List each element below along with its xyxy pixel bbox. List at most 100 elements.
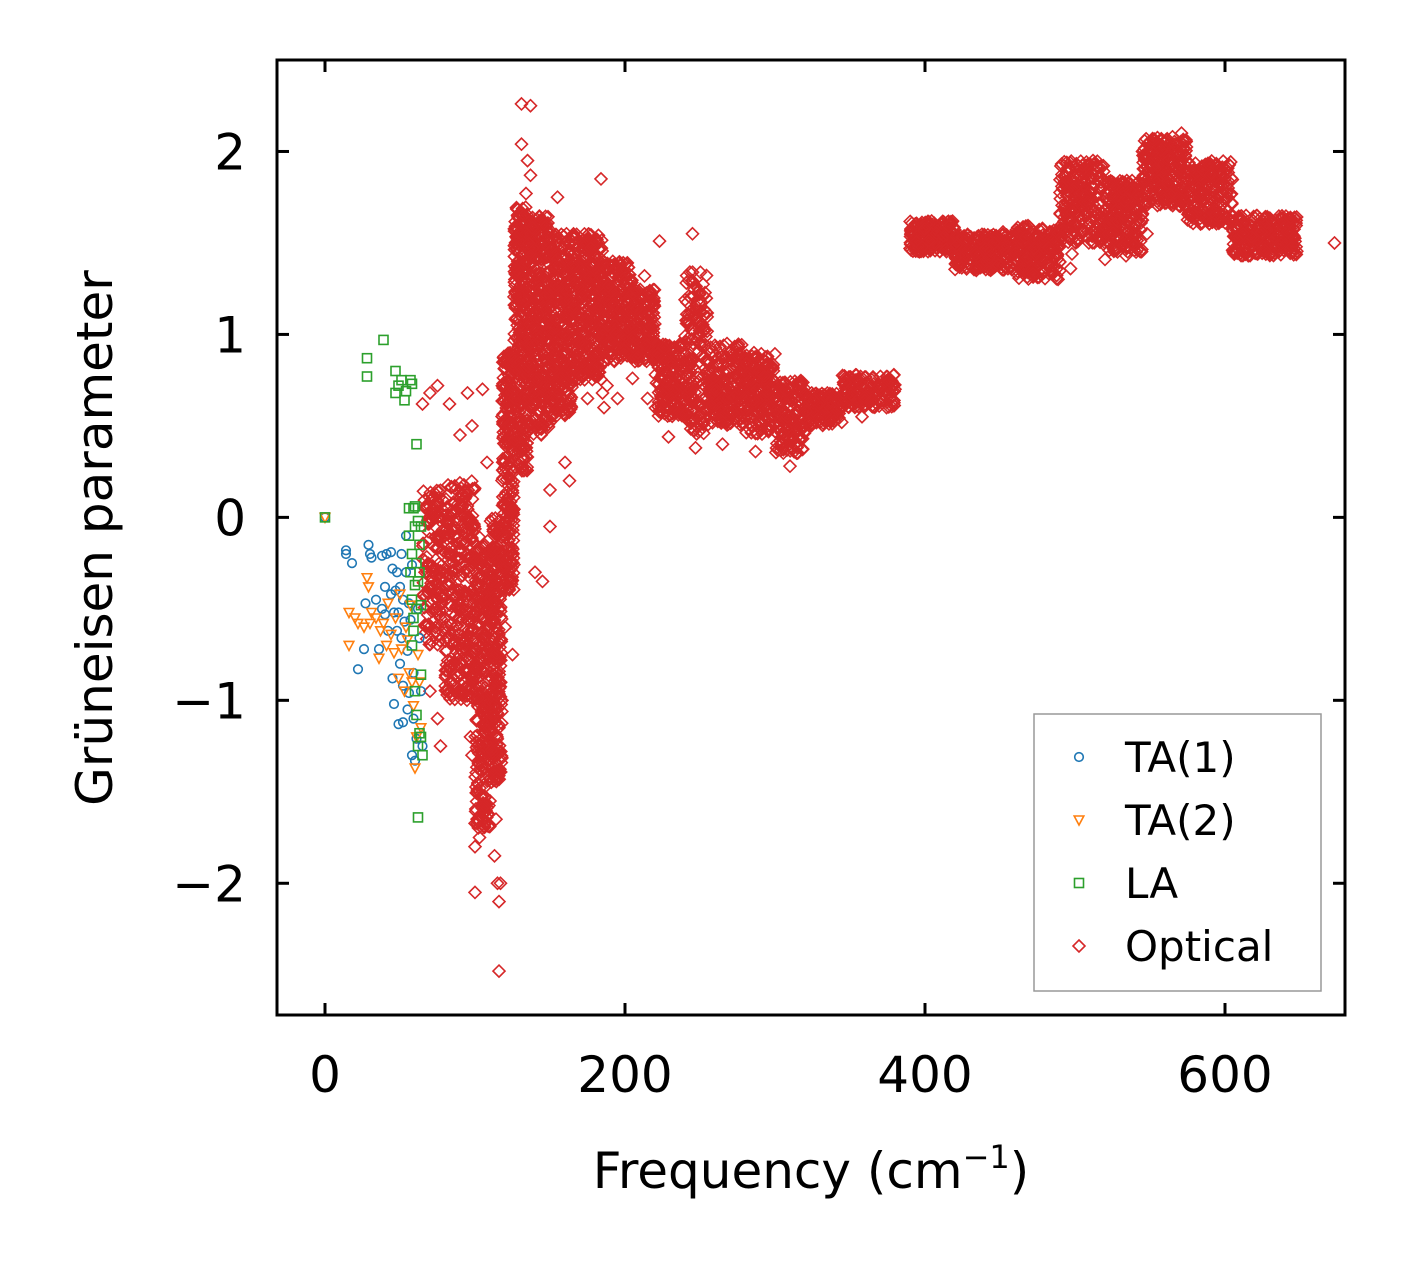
optical-point [451,610,466,625]
optical-point [438,663,453,678]
optical-point [431,484,446,499]
optical-point [552,259,568,274]
optical-point [472,617,487,632]
optical-point [533,282,548,297]
optical-point [521,417,536,432]
optical-point [510,263,525,278]
optical-point [506,533,521,548]
optical-point [471,755,487,770]
optical-point [509,423,524,438]
optical-point [483,607,498,622]
optical-point [526,358,541,373]
optical-point [528,285,543,300]
optical-point [484,559,499,575]
optical-point [505,485,520,501]
optical-point [495,407,511,422]
optical-point [510,358,525,373]
optical-point [419,631,434,647]
optical-point [555,351,570,366]
optical-point [421,524,436,539]
optical-point [508,377,523,392]
optical-point [549,403,564,418]
optical-point [509,448,524,463]
optical-point [562,387,577,403]
y-tick-label: 0 [214,489,246,547]
optical-point [484,565,499,581]
optical-point [520,301,535,316]
optical-point [551,337,566,352]
optical-point [446,657,462,672]
optical-point [472,656,487,671]
optical-point [510,244,525,260]
optical-point [513,460,529,475]
optical-point [502,461,517,476]
optical-point [420,607,435,622]
optical-point [489,727,504,743]
optical-point [510,284,526,299]
optical-point [504,570,520,585]
optical-point [502,523,517,539]
optical-point [441,526,456,542]
y-tick-label: −1 [172,672,246,730]
optical-point [418,619,433,634]
optical-point [470,738,485,753]
optical-point [534,427,549,442]
optical-point [452,475,468,491]
optical-point [487,764,502,779]
optical-point [495,378,510,393]
y-tick-label: 1 [214,306,246,364]
optical-point [484,706,500,721]
optical-point [507,432,522,447]
optical-point [560,394,575,409]
optical-point [489,646,504,661]
optical-point [502,582,517,597]
optical-point [525,320,540,335]
optical-point [439,515,455,530]
optical-point [551,385,566,400]
optical-point [444,506,459,521]
optical-point [469,765,484,780]
optical-point [498,520,513,535]
optical-point [522,289,537,304]
optical-point [471,581,486,597]
optical-point [550,388,565,404]
optical-point [471,640,487,655]
optical-point [531,403,547,418]
optical-point [506,582,521,597]
optical-point [488,588,503,603]
x-tick-label: 400 [877,1046,972,1104]
optical-point [416,484,431,499]
optical-point [519,462,534,478]
optical-point [467,816,483,831]
y-tick-label: 2 [214,123,246,181]
optical-point [533,308,548,323]
optical-point [489,729,505,745]
optical-point [507,460,522,475]
optical-point [522,214,537,229]
optical-point [555,403,570,418]
optical-point [482,819,497,834]
optical-point [522,337,537,352]
optical-point [469,635,484,651]
optical-point [507,390,522,406]
optical-point [473,552,488,567]
optical-point [510,202,526,217]
optical-point [506,490,521,505]
optical-point [548,312,563,327]
optical-point [483,514,498,529]
optical-point [418,625,434,640]
x-tick-label: 200 [577,1046,672,1104]
optical-point [518,200,533,215]
optical-point [452,646,467,662]
optical-point [473,625,488,640]
optical-point [557,327,572,342]
optical-point [549,271,564,287]
optical-point [523,386,538,401]
optical-point [566,252,582,267]
optical-point [519,449,534,464]
optical-point [547,258,563,273]
optical-point [484,632,499,647]
optical-point [471,576,486,592]
optical-point [493,752,508,767]
